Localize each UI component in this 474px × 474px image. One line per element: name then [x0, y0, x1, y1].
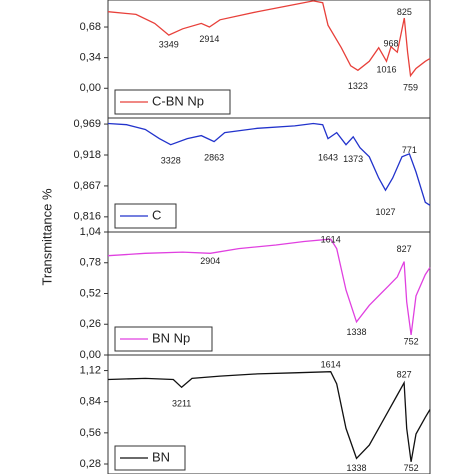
peak-label: 752 — [404, 463, 419, 473]
y-tick-label: 0,867 — [73, 180, 101, 192]
spectrum-line — [107, 0, 431, 78]
peak-label: 2914 — [199, 34, 219, 44]
peak-label: 2904 — [200, 256, 220, 266]
y-tick-label: 0,56 — [80, 427, 101, 439]
peak-label: 2863 — [204, 152, 224, 162]
peak-label: 1338 — [346, 327, 366, 337]
spectrum-line — [107, 122, 431, 206]
legend-label: C-BN Np — [152, 93, 204, 108]
peak-label: 1027 — [375, 207, 395, 217]
peak-label: 3328 — [161, 155, 181, 165]
peak-label: 3349 — [159, 39, 179, 49]
y-tick-label: 1,04 — [80, 226, 101, 238]
peak-label: 968 — [383, 39, 398, 49]
peak-label: 825 — [397, 7, 412, 17]
peak-label: 759 — [403, 83, 418, 93]
peak-label: 1338 — [346, 463, 366, 473]
legend-label: BN — [152, 449, 170, 464]
spectrum-line — [107, 371, 431, 462]
legend-box — [114, 326, 213, 352]
peak-label: 1614 — [321, 235, 341, 245]
y-axis-label: Transmittance % — [39, 188, 54, 285]
y-tick-label: 0,28 — [80, 458, 101, 470]
y-tick-label: 0,816 — [73, 211, 101, 223]
y-tick-label: 0,68 — [80, 21, 101, 33]
y-tick-label: 0,00 — [80, 82, 101, 94]
y-tick-label: 0,26 — [80, 318, 101, 330]
peak-label: 827 — [397, 244, 412, 254]
peak-label: 1323 — [348, 81, 368, 91]
y-tick-label: 0,34 — [80, 52, 101, 64]
peak-label: 1016 — [376, 65, 396, 75]
peak-label: 3211 — [172, 398, 191, 408]
peak-label: 771 — [402, 145, 417, 155]
y-tick-label: 1,12 — [80, 364, 101, 376]
peak-label: 1373 — [343, 154, 363, 164]
peak-label: 1643 — [318, 152, 338, 162]
panel-frame — [107, 354, 431, 474]
y-tick-label: 0,969 — [73, 118, 101, 130]
peak-label: 1614 — [321, 359, 341, 369]
legend-label: BN Np — [152, 330, 190, 345]
y-tick-label: 0,52 — [80, 287, 101, 299]
y-tick-label: 0,00 — [80, 349, 101, 361]
peak-label: 827 — [397, 369, 412, 379]
peak-label: 752 — [404, 336, 419, 346]
y-tick-label: 0,78 — [80, 257, 101, 269]
legend-label: C — [152, 207, 161, 222]
y-tick-label: 0,84 — [80, 396, 101, 408]
y-tick-label: 0,918 — [73, 149, 101, 161]
spectrum-line — [107, 238, 431, 335]
